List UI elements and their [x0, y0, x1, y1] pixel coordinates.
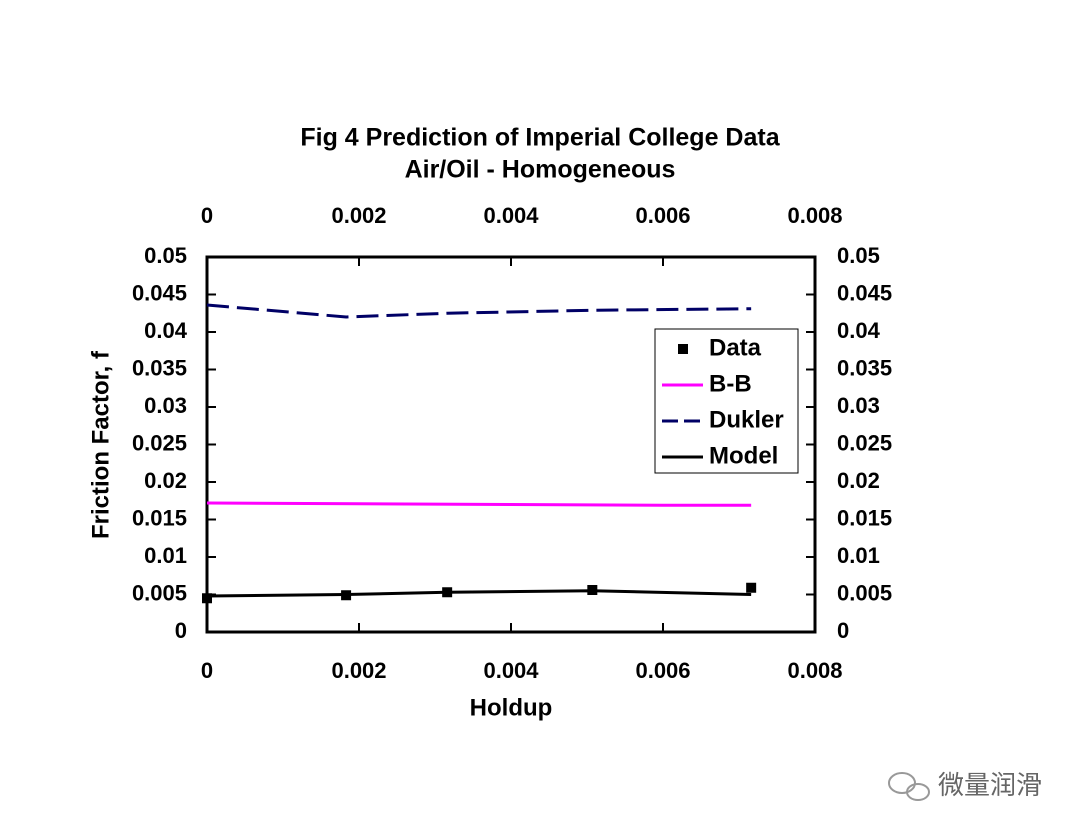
legend-label: Dukler	[709, 406, 784, 433]
series-line	[206, 501, 752, 507]
y2-tick-label: 0.05	[837, 243, 880, 268]
legend-label: B-B	[709, 370, 752, 397]
watermark-text: 微量润滑	[938, 770, 1042, 800]
y-axis-label: Friction Factor, f	[87, 350, 114, 539]
y2-tick-label: 0.03	[837, 393, 880, 418]
y-tick-label: 0.005	[132, 580, 187, 605]
x-tick-label: 0	[201, 658, 213, 683]
y2-tick-label: 0.01	[837, 543, 880, 568]
data-point	[202, 593, 212, 604]
x2-tick-label: 0.006	[635, 203, 690, 228]
x-tick-label: 0.004	[483, 658, 539, 683]
legend-label: Model	[709, 442, 778, 469]
x2-tick-label: 0.008	[787, 203, 842, 228]
y2-tick-label: 0.045	[837, 280, 892, 305]
x2-tick-label: 0.002	[331, 203, 386, 228]
x2-tick-label: 0	[201, 203, 213, 228]
y2-tick-label: 0.04	[837, 318, 881, 343]
x-axis-label: Holdup	[470, 694, 553, 721]
y-tick-label: 0.025	[132, 430, 187, 455]
chart-subtitle: Air/Oil - Homogeneous	[405, 156, 676, 184]
y-tick-label: 0.035	[132, 355, 187, 380]
y2-tick-label: 0.02	[837, 468, 880, 493]
chart-title: Fig 4 Prediction of Imperial College Dat…	[300, 124, 780, 152]
y-tick-label: 0.02	[144, 468, 187, 493]
y2-tick-label: 0.035	[837, 355, 892, 380]
x2-tick-label: 0.004	[483, 203, 539, 228]
series-line	[206, 589, 752, 598]
y-tick-label: 0.01	[144, 543, 187, 568]
x-tick-label: 0.002	[331, 658, 386, 683]
series-line	[206, 303, 752, 319]
data-point	[746, 582, 757, 593]
x-tick-label: 0.008	[787, 658, 842, 683]
x-tick-label: 0.006	[635, 658, 690, 683]
y-tick-label: 0.045	[132, 280, 187, 305]
legend-swatch	[678, 344, 688, 354]
y2-tick-label: 0.025	[837, 430, 892, 455]
y-tick-label: 0.015	[132, 505, 187, 530]
y-tick-label: 0.04	[144, 318, 188, 343]
y-tick-label: 0.05	[144, 243, 187, 268]
legend-label: Data	[709, 334, 762, 361]
watermark: 微量润滑	[888, 770, 1042, 801]
y2-tick-label: 0	[837, 618, 849, 643]
y2-tick-label: 0.005	[837, 580, 892, 605]
y-tick-label: 0	[175, 618, 187, 643]
y-tick-label: 0.03	[144, 393, 187, 418]
y2-tick-label: 0.015	[837, 505, 892, 530]
